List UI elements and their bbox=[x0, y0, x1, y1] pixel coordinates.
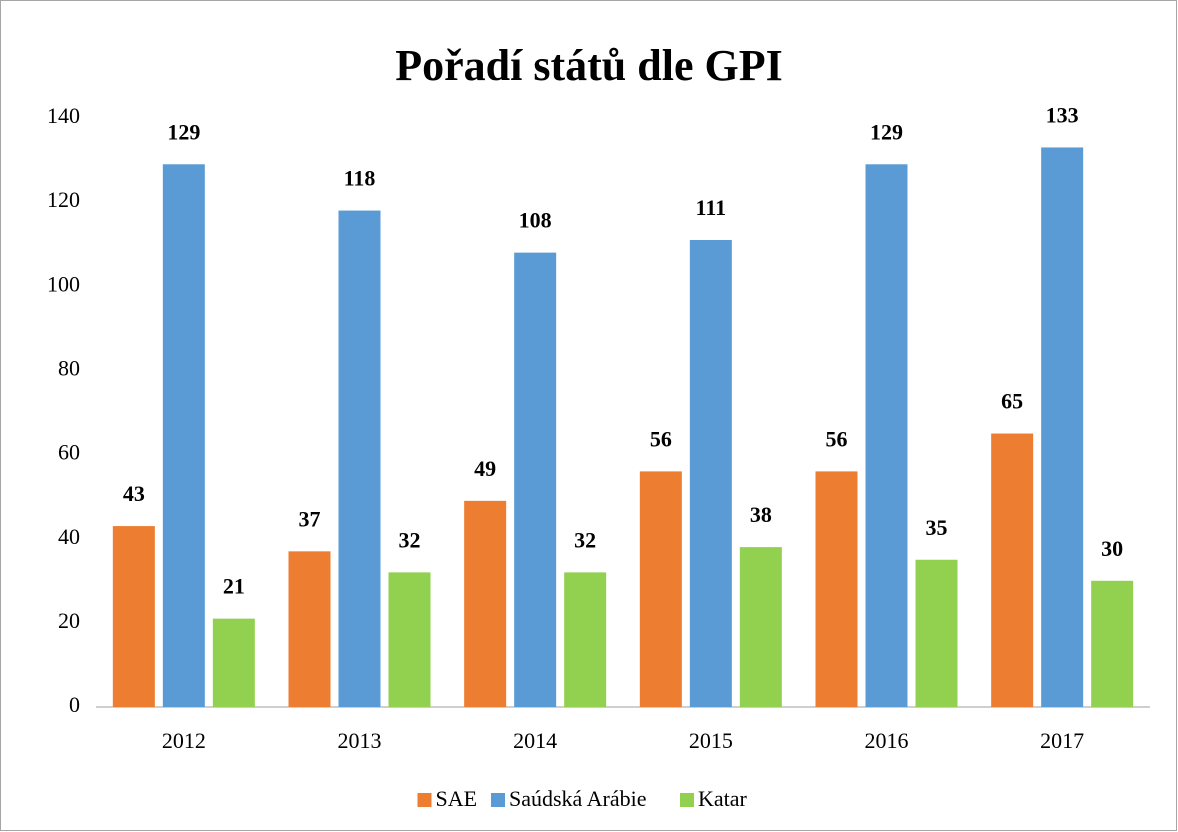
x-tick-label: 2016 bbox=[865, 728, 909, 753]
value-label: 32 bbox=[574, 527, 596, 552]
bar bbox=[162, 164, 205, 707]
value-label: 118 bbox=[344, 166, 376, 191]
y-tick-label: 80 bbox=[58, 355, 80, 380]
value-label: 38 bbox=[750, 502, 772, 527]
x-tick-label: 2012 bbox=[162, 728, 206, 753]
legend-label: Katar bbox=[698, 786, 748, 811]
bar bbox=[815, 471, 858, 707]
legend-swatch bbox=[417, 793, 432, 807]
y-tick-label: 120 bbox=[47, 187, 80, 212]
y-tick-label: 100 bbox=[47, 271, 80, 296]
y-tick-label: 40 bbox=[58, 524, 80, 549]
bar bbox=[915, 559, 958, 707]
value-label: 111 bbox=[696, 195, 727, 220]
value-label: 21 bbox=[223, 574, 245, 599]
x-tick-label: 2015 bbox=[689, 728, 733, 753]
legend-swatch bbox=[680, 793, 694, 807]
bar bbox=[514, 252, 557, 707]
value-label: 37 bbox=[299, 506, 321, 531]
bar bbox=[564, 572, 607, 707]
value-label: 56 bbox=[826, 426, 848, 451]
bar bbox=[112, 526, 155, 707]
bar bbox=[739, 547, 782, 707]
value-label: 133 bbox=[1046, 102, 1079, 127]
legend-label: SAE bbox=[436, 786, 478, 811]
bar bbox=[991, 433, 1034, 707]
y-tick-label: 60 bbox=[58, 440, 80, 465]
bar bbox=[212, 618, 255, 707]
bar bbox=[288, 551, 331, 707]
value-label: 56 bbox=[650, 426, 672, 451]
value-label: 65 bbox=[1001, 389, 1023, 414]
y-tick-label: 140 bbox=[47, 103, 80, 128]
value-label: 30 bbox=[1101, 536, 1123, 561]
y-tick-label: 20 bbox=[58, 608, 80, 633]
legend-swatch bbox=[491, 793, 505, 807]
bar bbox=[388, 572, 431, 707]
bar bbox=[338, 210, 381, 708]
value-label: 35 bbox=[926, 515, 948, 540]
value-label: 43 bbox=[123, 481, 145, 506]
legend-label: Saúdská Arábie bbox=[509, 786, 646, 811]
bar bbox=[639, 471, 682, 707]
bar bbox=[689, 240, 732, 707]
bar bbox=[1041, 147, 1084, 707]
chart-title: Pořadí států dle GPI bbox=[395, 41, 782, 90]
value-label: 129 bbox=[870, 119, 903, 144]
value-label: 32 bbox=[399, 527, 421, 552]
bar bbox=[464, 500, 507, 707]
value-label: 49 bbox=[474, 456, 496, 481]
value-label: 129 bbox=[167, 119, 200, 144]
y-tick-label: 0 bbox=[69, 692, 80, 717]
x-tick-label: 2017 bbox=[1040, 728, 1084, 753]
bar bbox=[1091, 580, 1134, 707]
bar bbox=[865, 164, 908, 707]
x-tick-label: 2014 bbox=[513, 728, 557, 753]
value-label: 108 bbox=[519, 208, 552, 233]
x-tick-label: 2013 bbox=[338, 728, 382, 753]
